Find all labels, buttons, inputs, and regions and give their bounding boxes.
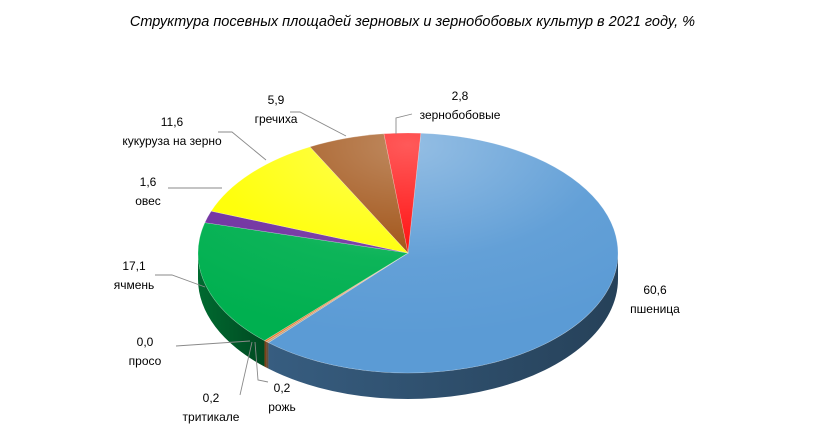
leader-line-8 xyxy=(395,113,413,134)
slice-value-label-0: 60,6 xyxy=(643,283,667,297)
slice-name-label-4: ячмень xyxy=(114,278,155,292)
leader-line-7 xyxy=(290,111,347,137)
slice-name-label-1: рожь xyxy=(268,400,296,414)
slice-side-0 xyxy=(268,253,618,399)
leader-line-2 xyxy=(239,341,253,396)
slice-side-4 xyxy=(198,253,265,367)
leader-line-6 xyxy=(218,131,267,161)
slice-name-label-2: тритикале xyxy=(183,410,240,424)
slice-value-label-8: 2,8 xyxy=(452,89,469,103)
slice-name-label-6: кукуруза на зерно xyxy=(122,134,222,148)
slice-value-label-1: 0,2 xyxy=(274,381,291,395)
slice-name-label-8: зернобобовые xyxy=(420,108,501,122)
slice-value-label-6: 11,6 xyxy=(161,115,184,129)
slice-name-label-0: пшеница xyxy=(630,302,680,316)
slice-value-label-7: 5,9 xyxy=(268,93,285,107)
slice-name-label-7: гречиха xyxy=(255,112,298,126)
pie-highlight xyxy=(198,133,618,373)
leader-line-3 xyxy=(175,340,251,347)
slice-value-label-5: 1,6 xyxy=(140,175,157,189)
slice-value-label-3: 0,0 xyxy=(137,335,154,349)
slice-side-1 xyxy=(266,341,269,369)
slice-name-label-3: просо xyxy=(129,354,162,368)
slice-value-label-2: 0,2 xyxy=(203,391,220,405)
leader-line-1 xyxy=(254,341,269,383)
slice-name-label-5: овес xyxy=(135,194,161,208)
slice-value-label-4: 17,1 xyxy=(122,259,146,273)
slice-side-2 xyxy=(264,340,267,368)
chart-title: Структура посевных площадей зерновых и з… xyxy=(129,14,696,30)
leader-line-4 xyxy=(155,274,206,288)
